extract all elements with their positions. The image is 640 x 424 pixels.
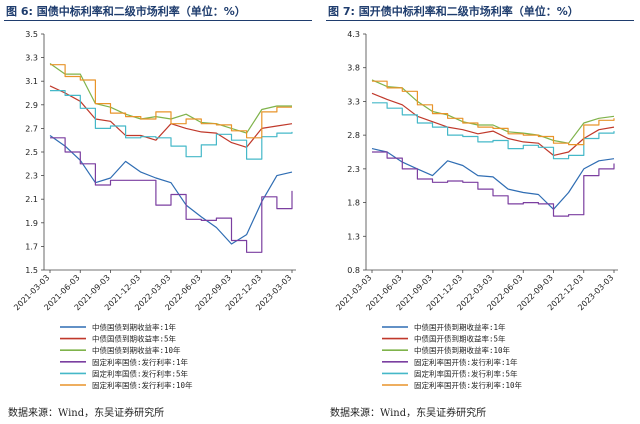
y-tick-label: 1.5: [25, 266, 38, 275]
legend-label: 中债国债到期收益率:1年: [92, 322, 177, 332]
figure-title-bar: 图 7: 国开债中标利率和二级市场利率（单位：%）: [326, 2, 634, 21]
legend-label: 中债国开债到期收益率:5年: [414, 334, 506, 344]
legend-label: 固定利率国债:发行利率:5年: [92, 368, 189, 378]
legend-label: 固定利率国开债:发行利率:10年: [414, 380, 523, 390]
legend-label: 固定利率国开债:发行利率:1年: [414, 357, 518, 367]
series-line-6: [50, 64, 292, 139]
y-tick-label: 2.8: [347, 131, 360, 140]
y-tick-label: 2.3: [25, 172, 38, 181]
legend-label: 固定利率国债:发行利率:1年: [92, 357, 189, 367]
y-tick-label: 3.3: [25, 54, 38, 63]
series-line-1: [371, 148, 615, 210]
series-line-2: [371, 92, 615, 156]
series-line-3: [371, 79, 615, 144]
y-tick-label: 4.3: [347, 30, 360, 39]
figure-title-bar: 图 6: 国债中标利率和二级市场利率（单位：%）: [4, 2, 312, 21]
chart-panel-treasury: 图 6: 国债中标利率和二级市场利率（单位：%） 3.5 3.3 3.1 2.9 2.7…: [0, 0, 316, 424]
y-tick-label: 2.9: [25, 101, 38, 110]
y-tick-label: 2.7: [25, 124, 38, 133]
legend-label: 中债国开债到期收益率:10年: [414, 345, 511, 355]
y-tick-label: 2.3: [347, 165, 360, 174]
treasury-yield-chart: 3.53.33.12.92.72.52.32.11.91.71.52021-03…: [12, 30, 296, 390]
y-tick-label: 2.5: [25, 148, 38, 157]
chart-panel-cdb: 图 7: 国开债中标利率和二级市场利率（单位：%） 4.3 3.8 3.3 2.8 2.…: [322, 0, 638, 424]
y-tick-label: 3.8: [347, 64, 360, 73]
series-line-1: [49, 135, 293, 245]
y-tick-label: 3.1: [25, 77, 38, 86]
y-tick-label: 3.5: [25, 30, 38, 39]
series-line-4: [50, 137, 293, 253]
y-tick-label: 1.9: [25, 219, 38, 228]
legend-label: 中债国开债到期收益率:1年: [414, 322, 506, 332]
y-tick-label: 1.8: [347, 199, 360, 208]
series-line-5: [372, 102, 615, 160]
y-tick-label: 1.7: [25, 242, 38, 251]
series-line-5: [50, 90, 293, 160]
figure-title: 图 7: 国开债中标利率和二级市场利率（单位：%）: [328, 5, 579, 18]
y-tick-label: 0.8: [347, 266, 360, 275]
legend-label: 中债国债到期收益率:10年: [92, 345, 181, 355]
cdb-yield-chart: 4.33.83.32.82.31.81.30.82021-03-032021-0…: [334, 30, 618, 390]
y-tick-label: 1.3: [347, 232, 360, 241]
figure-source: 数据来源：Wind，东吴证券研究所: [8, 408, 165, 419]
legend-label: 固定利率国债:发行利率:10年: [92, 380, 193, 390]
series-line-4: [372, 151, 615, 217]
figure-title: 图 6: 国债中标利率和二级市场利率（单位：%）: [6, 5, 246, 18]
series-line-6: [372, 80, 615, 146]
legend-label: 固定利率国开债:发行利率:5年: [414, 368, 518, 378]
y-tick-label: 3.3: [347, 97, 360, 106]
legend-label: 中债国债到期收益率:5年: [92, 334, 177, 344]
y-tick-label: 2.1: [25, 195, 38, 204]
figure-source: 数据来源：Wind，东吴证券研究所: [330, 408, 487, 419]
